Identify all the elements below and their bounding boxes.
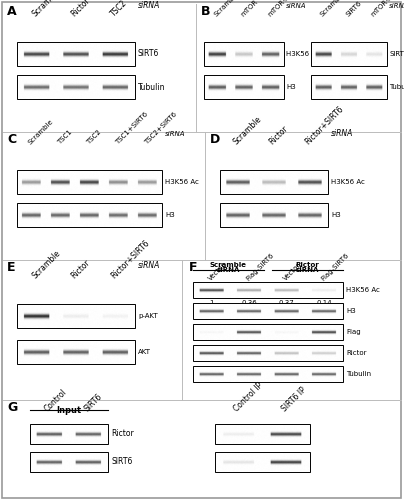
Text: Rictor+SIRT6: Rictor+SIRT6: [109, 238, 151, 280]
Text: mTOR+SIRT6: mTOR+SIRT6: [370, 0, 404, 18]
Text: siRNA: siRNA: [138, 262, 160, 270]
Text: Vector: Vector: [208, 262, 227, 282]
Text: Rictor: Rictor: [69, 258, 92, 280]
Text: H3K56 Ac: H3K56 Ac: [346, 287, 380, 293]
Text: H3: H3: [346, 308, 356, 314]
Text: SIRT6: SIRT6: [82, 392, 103, 413]
Bar: [30, 424, 108, 444]
Bar: [204, 75, 284, 99]
Text: siRNA: siRNA: [331, 130, 354, 138]
Text: Vector: Vector: [282, 262, 303, 282]
Bar: [193, 324, 343, 340]
Text: Scramble: Scramble: [213, 0, 240, 18]
Text: Flag-SIRT6: Flag-SIRT6: [245, 252, 275, 282]
Bar: [17, 304, 135, 328]
Bar: [17, 340, 135, 364]
Text: Scramble: Scramble: [231, 114, 263, 146]
Text: Tubulin: Tubulin: [389, 84, 404, 90]
Text: Scramble: Scramble: [320, 0, 347, 18]
Text: p-AKT: p-AKT: [138, 313, 158, 319]
Text: B: B: [201, 5, 210, 18]
Text: 0.36: 0.36: [241, 300, 257, 306]
Bar: [30, 452, 108, 472]
Text: H3: H3: [286, 84, 296, 90]
Text: D: D: [210, 133, 220, 146]
Text: mTOR: mTOR: [240, 0, 259, 18]
Text: siRNA: siRNA: [389, 3, 404, 9]
Text: 0.14: 0.14: [316, 300, 332, 306]
Text: Tubulin: Tubulin: [346, 371, 371, 377]
Text: siRNA: siRNA: [165, 131, 185, 137]
Bar: [193, 303, 343, 319]
Bar: [17, 170, 162, 194]
Text: H3: H3: [165, 212, 175, 218]
Bar: [17, 203, 162, 227]
Text: Rictor: Rictor: [69, 0, 92, 18]
Text: Tubulin: Tubulin: [138, 82, 166, 92]
Text: G: G: [7, 401, 17, 414]
Text: siRNA: siRNA: [296, 267, 319, 273]
Bar: [311, 42, 387, 66]
Bar: [193, 282, 343, 298]
Text: C: C: [7, 133, 16, 146]
Text: SIRT6: SIRT6: [138, 50, 159, 58]
Bar: [311, 75, 387, 99]
Text: SIRT6: SIRT6: [389, 51, 404, 57]
Text: Rictor: Rictor: [346, 350, 366, 356]
Text: Rictor: Rictor: [267, 124, 290, 146]
Text: TSC2: TSC2: [85, 129, 102, 146]
Text: H3: H3: [331, 212, 341, 218]
Text: Control: Control: [43, 387, 69, 413]
Text: Rictor: Rictor: [296, 262, 320, 268]
Bar: [17, 42, 135, 66]
Text: siRNA: siRNA: [217, 267, 240, 273]
Bar: [215, 424, 310, 444]
Bar: [204, 42, 284, 66]
Text: Flag-SIRT6: Flag-SIRT6: [320, 252, 350, 282]
Text: H3K56 Ac: H3K56 Ac: [331, 179, 365, 185]
Text: E: E: [7, 261, 15, 274]
Text: Rictor+SIRT6: Rictor+SIRT6: [304, 104, 346, 146]
Text: H3K56 Ac: H3K56 Ac: [165, 179, 199, 185]
Bar: [215, 452, 310, 472]
Text: Scramble: Scramble: [210, 262, 247, 268]
Text: Scramble: Scramble: [30, 0, 62, 18]
Text: siRNA: siRNA: [286, 3, 307, 9]
Text: F: F: [189, 261, 198, 274]
Text: 1: 1: [210, 300, 214, 306]
Text: SIRT6: SIRT6: [111, 458, 133, 466]
Text: SIRT6: SIRT6: [345, 0, 363, 18]
Text: TSC1+SIRT6: TSC1+SIRT6: [114, 112, 149, 146]
Text: Flag: Flag: [346, 329, 361, 335]
Bar: [193, 366, 343, 382]
Bar: [193, 345, 343, 361]
Text: Control IP: Control IP: [232, 380, 265, 413]
Bar: [17, 75, 135, 99]
Text: Rictor: Rictor: [111, 430, 134, 438]
Text: AKT: AKT: [138, 349, 151, 355]
Text: Scramble: Scramble: [30, 248, 62, 280]
Bar: [220, 170, 328, 194]
Bar: [220, 203, 328, 227]
Text: H3K56 Ac: H3K56 Ac: [286, 51, 320, 57]
Text: Scramble: Scramble: [27, 118, 55, 146]
Text: A: A: [7, 5, 17, 18]
Text: mTOR+SIRT6: mTOR+SIRT6: [266, 0, 303, 18]
Text: TSC2+SIRT6: TSC2+SIRT6: [143, 112, 178, 146]
Text: SIRT6 IP: SIRT6 IP: [280, 385, 308, 413]
Text: Input: Input: [57, 406, 82, 415]
Text: 0.37: 0.37: [279, 300, 295, 306]
Text: siRNA: siRNA: [138, 2, 160, 11]
Text: TSC2: TSC2: [109, 0, 129, 18]
Text: TSC1: TSC1: [56, 129, 73, 146]
